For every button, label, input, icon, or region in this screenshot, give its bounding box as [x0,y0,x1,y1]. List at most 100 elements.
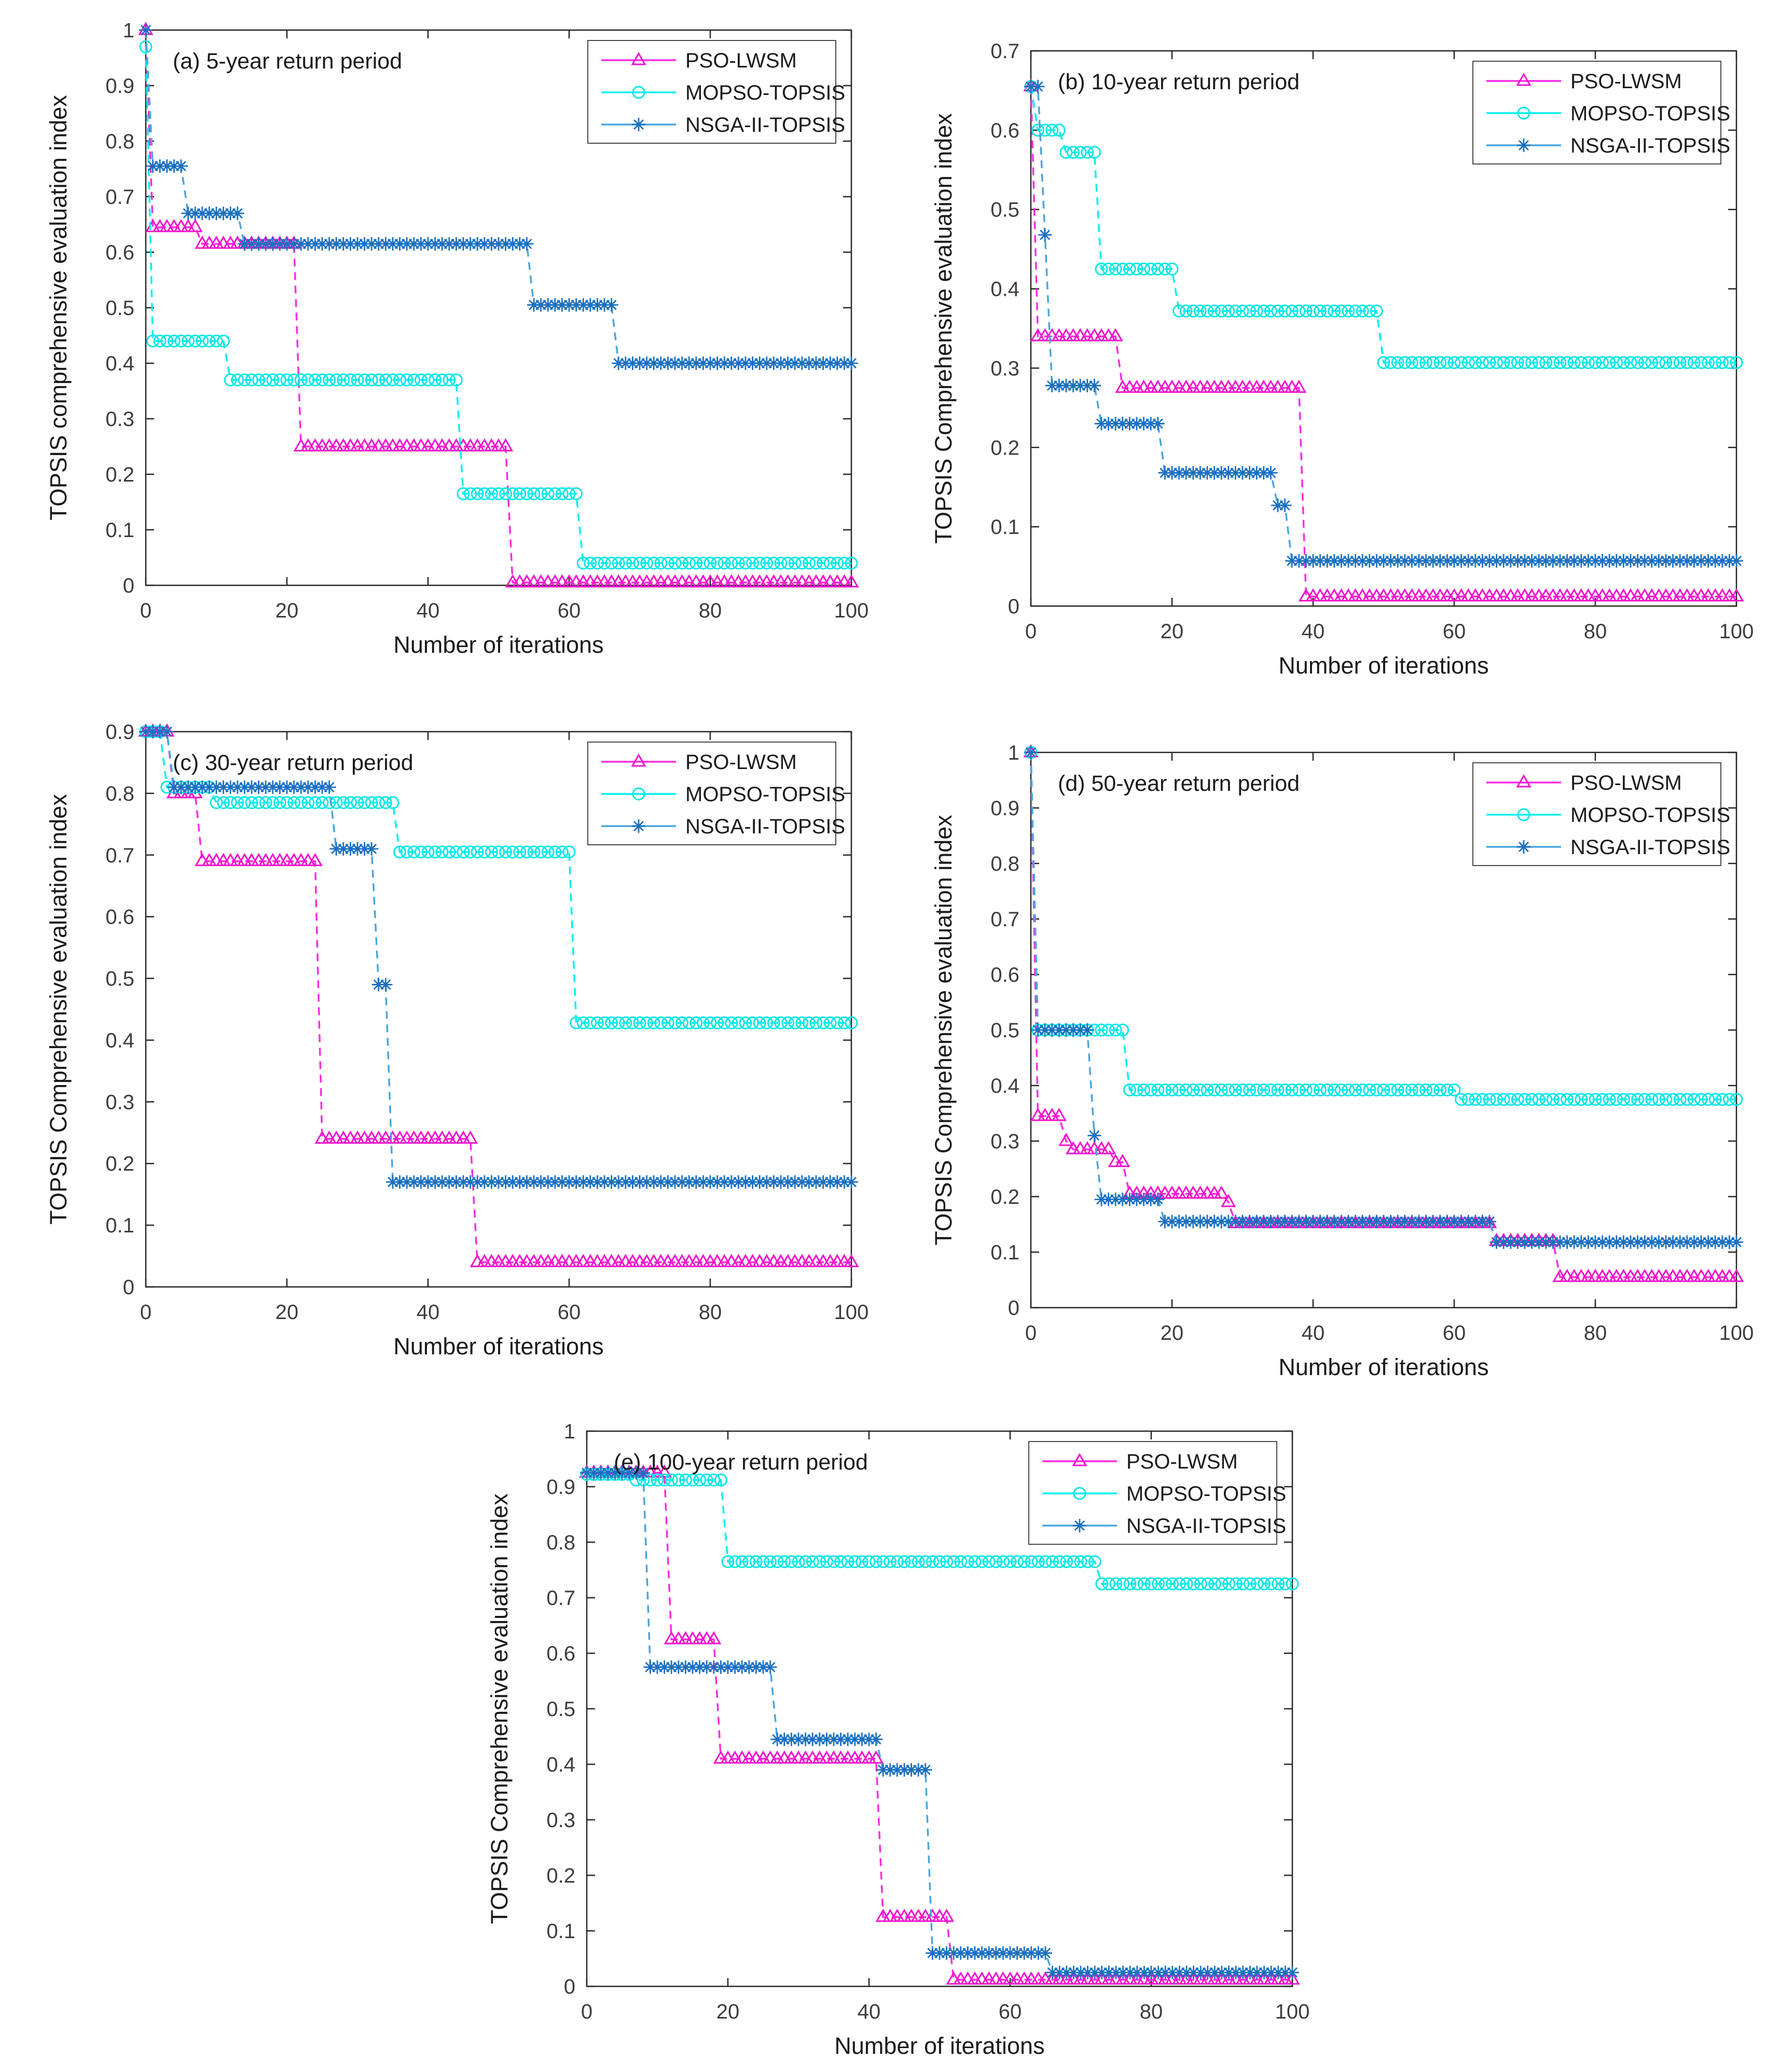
x-tick-label: 20 [716,2000,740,2023]
y-tick-label: 0.9 [990,797,1019,820]
x-tick-label: 100 [1719,1322,1754,1344]
legend-circle-icon [1517,808,1530,821]
y-tick-label: 0.5 [990,199,1019,222]
series-line-mopso-topsis [145,47,851,564]
x-tick-label: 40 [417,1301,440,1324]
x-tick-label: 40 [1302,620,1325,643]
y-tick-label: 0.8 [105,783,134,805]
y-tick-label: 0 [1008,1297,1019,1320]
legend-triangle-icon [1072,1452,1087,1466]
x-tick-label: 20 [275,599,299,622]
legend: PSO-LWSM MOPSO-TOPSIS NSGA-II-TOPSIS [1028,1441,1286,1545]
x-tick-label: 60 [999,2000,1022,2023]
y-tick-label: 0.8 [105,130,134,153]
legend: PSO-LWSM MOPSO-TOPSIS NSGA-II-TOPSIS [587,742,845,845]
series-markers-nsga-ii-topsis [1024,746,1743,1249]
x-tick-label: 100 [1275,2000,1310,2023]
y-tick-label: 0.3 [546,1809,575,1832]
x-tick-label: 60 [1443,1322,1466,1344]
y-tick-label: 0.2 [990,436,1019,459]
y-tick-label: 0.5 [546,1698,575,1721]
y-tick-label: 0.1 [990,516,1019,539]
y-tick-label: 0.6 [990,964,1019,986]
legend-label: PSO-LWSM [1570,70,1682,93]
chart-svg-c: 0 20 40 60 80 100 0 0.1 0.2 0.3 0.4 0.5 0.6 0.7 0.8 0.9… [45,721,868,1360]
x-tick-label: 80 [1584,1322,1607,1344]
panel-title: (a) 5-year return period [173,49,402,74]
y-tick-label: 0 [1008,595,1019,618]
y-axis-label: TOPSIS Comprehensive evaluation index [930,815,957,1245]
legend-label: NSGA-II-TOPSIS [1126,1515,1286,1538]
legend-label: MOPSO-TOPSIS [685,783,845,806]
legend-circle-icon [1073,1487,1086,1500]
y-tick-label: 0.3 [990,357,1019,380]
axis-tick-marks [1030,50,1737,607]
x-axis-label: Number of iterations [1278,652,1488,679]
y-tick-label: 0.8 [990,853,1019,875]
chart-svg-b: 0 20 40 60 80 100 0 0.1 0.2 0.3 0.4 0.5 0.6 0.7 Number… [930,40,1754,679]
axis-tick-marks [145,731,852,1288]
x-axis-label: Number of iterations [834,2033,1044,2059]
legend-asterisk-icon [632,819,645,833]
y-axis-label: TOPSIS Comprehensive evaluation index [45,794,72,1225]
y-tick-label: 0.1 [546,1920,575,1943]
legend-label: MOPSO-TOPSIS [685,81,845,104]
y-tick-label: 0.7 [105,186,134,209]
series-line-pso-lwsm [587,1472,1292,1981]
legend-label: PSO-LWSM [685,751,797,774]
chart-svg-a: 0 20 40 60 80 100 0 0.1 0.2 0.3 0.4 0.5 0.6 0.7 0.8 0.9… [45,19,868,658]
series-markers-nsga-ii-topsis [139,725,858,1189]
y-tick-label: 0.7 [990,40,1019,63]
legend-label: PSO-LWSM [685,49,797,72]
y-tick-label: 0.3 [105,1091,134,1114]
y-tick-label: 0.6 [105,241,134,264]
y-tick-label: 1 [123,19,134,42]
x-tick-label: 60 [1443,620,1466,643]
series-line-nsga-ii-topsis [587,1472,1292,1973]
x-tick-label: 20 [275,1301,299,1324]
x-tick-label: 80 [1584,620,1607,643]
chart-panel-c: 0 20 40 60 80 100 0 0.1 0.2 0.3 0.4 0.5 0.6 0.7 0.8 0.9… [39,710,875,1371]
panel-title: (c) 30-year return period [173,750,413,775]
y-tick-label: 0.4 [990,1075,1019,1097]
legend-triangle-icon [1516,774,1532,788]
x-axis-label: Number of iterations [1278,1354,1488,1380]
legend-asterisk-icon [1073,1519,1086,1532]
x-tick-label: 100 [1719,620,1754,643]
series-line-mopso-topsis [1030,86,1736,364]
y-tick-label: 0.6 [105,906,134,929]
x-tick-label: 0 [140,599,151,622]
legend-label: PSO-LWSM [1126,1450,1238,1473]
x-tick-label: 60 [558,1301,581,1324]
series-markers-nsga-ii-topsis [1024,79,1743,568]
y-tick-label: 0.1 [105,1214,134,1237]
x-tick-label: 80 [699,599,722,622]
legend-triangle-icon [631,753,646,767]
y-tick-label: 0.6 [546,1642,575,1665]
chart-panel-b: 0 20 40 60 80 100 0 0.1 0.2 0.3 0.4 0.5 0.6 0.7 Number… [925,29,1760,691]
legend: PSO-LWSM MOPSO-TOPSIS NSGA-II-TOPSIS [1472,762,1730,866]
y-tick-label: 0.7 [105,844,134,867]
x-tick-label: 0 [1025,1322,1037,1344]
legend-label: PSO-LWSM [1570,772,1682,794]
x-tick-label: 20 [1161,1322,1184,1344]
plot-box [145,731,852,1288]
y-tick-label: 0.3 [990,1130,1019,1153]
y-tick-label: 0 [123,574,134,597]
series-line-mopso-topsis [146,731,851,1024]
y-tick-label: 0.5 [105,968,134,991]
plot-box [1030,50,1737,607]
series-markers-mopso-topsis [139,40,858,570]
axis-tick-marks [586,1430,1293,1987]
y-tick-label: 0.2 [105,1152,134,1175]
panel-title: (d) 50-year return period [1058,771,1300,796]
chart-svg-e: 0 20 40 60 80 100 0 0.1 0.2 0.3 0.4 0.5 0.6 0.7 0.8 0.9… [486,1420,1310,2059]
y-tick-label: 1 [564,1420,575,1443]
panel-title: (e) 100-year return period [614,1450,868,1475]
legend-triangle-icon [631,51,646,65]
y-tick-label: 1 [1008,742,1019,764]
y-tick-label: 0.4 [990,278,1019,301]
x-tick-label: 0 [581,2000,592,2023]
chart-panel-a: 0 20 40 60 80 100 0 0.1 0.2 0.3 0.4 0.5 0.6 0.7 0.8 0.9… [39,8,875,670]
y-axis-label: TOPSIS Comprehensive evaluation index [486,1493,513,1924]
